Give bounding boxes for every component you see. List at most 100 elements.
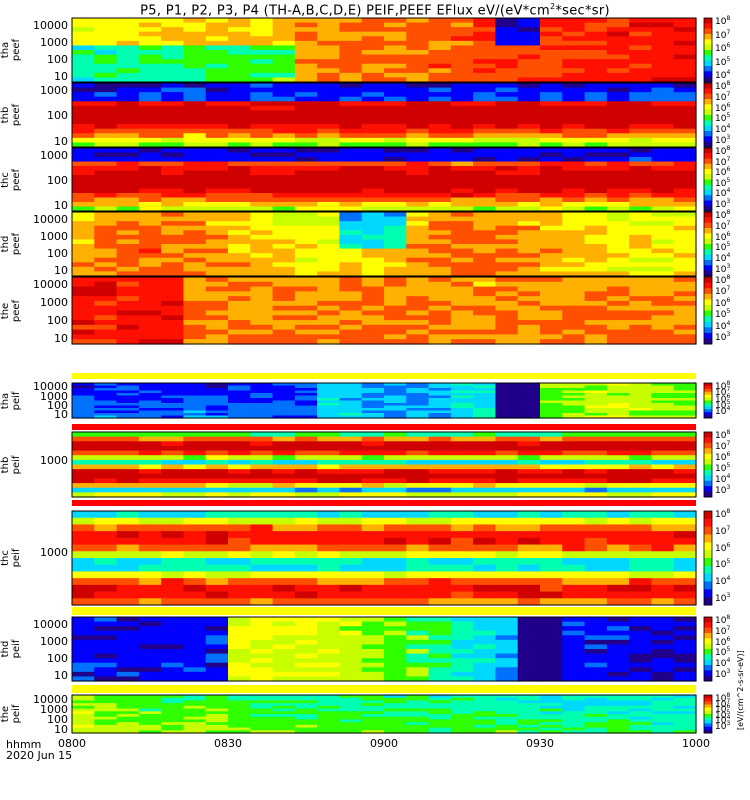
spectrogram-cell — [294, 175, 318, 181]
spectrogram-cell — [205, 408, 229, 412]
spectrogram-cell — [406, 234, 430, 241]
spectrogram-cell — [339, 266, 363, 273]
spectrogram-cell — [562, 193, 586, 199]
spectrogram-cell — [495, 635, 519, 641]
spectrogram-cell — [250, 478, 274, 484]
spectrogram-cell — [517, 393, 541, 397]
spectrogram-cell — [406, 281, 430, 288]
spectrogram-cell — [450, 339, 474, 345]
spectrogram-cell — [673, 161, 697, 167]
spectrogram-cell — [272, 128, 296, 134]
colorbar-tick-label: 103 — [715, 720, 731, 732]
spectrogram-cell — [450, 464, 474, 470]
spectrogram-cell — [183, 36, 207, 42]
spectrogram-cell — [116, 584, 140, 593]
spectrogram-cell — [250, 388, 274, 392]
spectrogram-cell — [161, 564, 185, 573]
spectrogram-cell — [517, 148, 541, 154]
spectrogram-cell — [406, 517, 430, 526]
spectrogram-cell — [540, 395, 563, 399]
spectrogram-cell — [228, 202, 251, 208]
spectrogram-cell — [606, 441, 630, 447]
spectrogram-cell — [562, 662, 586, 668]
spectrogram-cell — [473, 50, 497, 56]
spectrogram-cell — [384, 239, 407, 245]
spectrogram-cell — [629, 455, 653, 461]
spectrogram-cell — [540, 286, 563, 292]
spectrogram-cell — [183, 216, 207, 222]
spectrogram-cell — [673, 722, 697, 726]
spectrogram-cell — [473, 716, 497, 721]
colorbar-segment — [704, 518, 712, 524]
spectrogram-cell — [339, 537, 363, 546]
spectrogram-cell — [138, 221, 162, 227]
spectrogram-cell — [473, 170, 497, 176]
spectrogram-cell — [495, 68, 519, 74]
spectrogram-cell — [228, 524, 251, 532]
spectrogram-cell — [116, 124, 140, 130]
spectrogram-cell — [651, 676, 675, 682]
spectrogram-cell — [606, 271, 630, 277]
spectrogram-cell — [629, 722, 653, 726]
colorbar-segment — [704, 721, 712, 724]
spectrogram-cell — [606, 487, 630, 493]
spectrogram-cell — [205, 72, 229, 79]
spectrogram-cell — [317, 161, 341, 167]
spectrogram-cell — [540, 266, 563, 273]
colorbar-segment — [704, 171, 712, 175]
spectrogram-cell — [384, 697, 407, 702]
spectrogram-cell — [339, 695, 363, 699]
spectrogram-cell — [294, 705, 318, 710]
spectrogram-cell — [250, 413, 274, 417]
spectrogram-cell — [428, 72, 452, 79]
spectrogram-cell — [651, 483, 675, 489]
spectrogram-cell — [495, 54, 519, 60]
spectrogram-cell — [205, 639, 229, 646]
spectrogram-cell — [138, 695, 162, 699]
spectrogram-cell — [228, 257, 251, 263]
spectrogram-cell — [495, 621, 519, 627]
spectrogram-cell — [161, 271, 185, 277]
spectrogram-cell — [317, 544, 341, 552]
colorbar-tick-label: 107 — [715, 624, 731, 637]
spectrogram-cell — [384, 175, 407, 181]
spectrogram-cell — [339, 212, 363, 218]
spectrogram-cell — [384, 455, 407, 461]
spectrogram-cell — [161, 727, 185, 731]
spectrogram-cell — [673, 291, 697, 297]
colorbar-segment — [704, 475, 712, 479]
spectrogram-cell — [406, 296, 430, 302]
spectrogram-cell — [339, 517, 363, 526]
spectrogram-cell — [651, 221, 675, 227]
spectrogram-cell — [584, 551, 608, 559]
spectrogram-cell — [473, 635, 497, 641]
spectrogram-cell — [183, 464, 207, 470]
spectrogram-cell — [384, 524, 407, 532]
spectrogram-cell — [540, 658, 563, 664]
spectrogram-cell — [384, 667, 407, 673]
spectrogram-cell — [517, 271, 541, 277]
spectrogram-cell — [406, 403, 430, 407]
spectrogram-cell — [294, 142, 318, 148]
y-tick-label: 10000 — [33, 617, 68, 631]
spectrogram-cell — [250, 320, 274, 326]
spectrogram-cell — [673, 339, 697, 345]
spectrogram-cell — [138, 524, 162, 532]
spectrogram-cell — [228, 77, 251, 83]
spectrogram-cell — [205, 459, 229, 466]
spectrogram-cell — [406, 719, 430, 723]
spectrogram-cell — [450, 393, 474, 397]
spectrogram-cell — [72, 281, 95, 288]
spectrogram-cell — [428, 408, 452, 412]
spectrogram-cell — [562, 653, 586, 659]
colorbar-segment — [704, 393, 712, 396]
spectrogram-cell — [228, 119, 251, 125]
spectrogram-cell — [651, 395, 675, 399]
spectrogram-cell — [138, 281, 162, 288]
spectrogram-cell — [473, 617, 497, 623]
spectrogram-cell — [428, 473, 452, 480]
spectrogram-cell — [228, 221, 251, 227]
spectrogram-cell — [116, 83, 140, 89]
spectrogram-cell — [517, 239, 541, 245]
spectrogram-cell — [94, 492, 118, 498]
